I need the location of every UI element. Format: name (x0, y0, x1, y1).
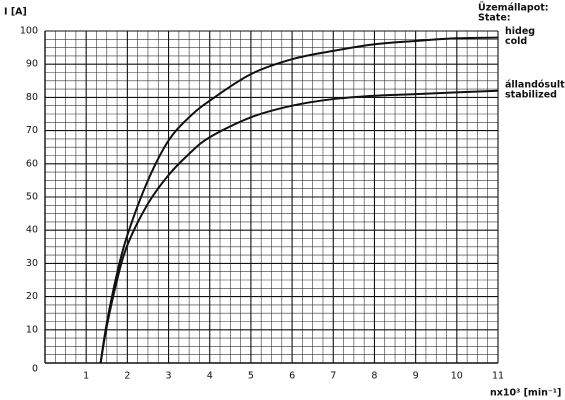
x-tick-label: 8 (371, 371, 377, 382)
y-tick-label: 10 (26, 324, 38, 335)
y-tick-label: 100 (20, 26, 38, 37)
y-axis-label: I [A] (4, 7, 27, 18)
x-axis-label: nx10³ [min⁻¹] (490, 388, 561, 399)
series-line (99, 36, 499, 364)
x-tick-label: 1 (83, 371, 89, 382)
state-label: Üzemállapot: (478, 3, 549, 14)
y-tick-label: 80 (26, 92, 38, 103)
x-tick-label: 2 (124, 371, 130, 382)
x-tick-label: 5 (248, 371, 254, 382)
y-tick-label: 50 (26, 192, 38, 203)
x-tick-label: 7 (330, 371, 336, 382)
x-tick-label: 4 (207, 371, 213, 382)
y-tick-label: 90 (26, 59, 38, 70)
x-tick-label: 11 (492, 371, 504, 382)
x-tick-label: 9 (413, 371, 419, 382)
series-label-en: stabilized (505, 89, 557, 100)
series-label: állandósult (505, 79, 565, 90)
series-label-en: cold (505, 36, 527, 47)
x-tick-label: 6 (289, 371, 295, 382)
y-tick-label: 20 (26, 291, 38, 302)
y-tick-label: 60 (26, 158, 38, 169)
series-label: hideg (505, 26, 535, 37)
series-line (99, 89, 499, 364)
y-tick-label: 30 (26, 258, 38, 269)
x-tick-label: 3 (166, 371, 172, 382)
y-tick-label: 70 (26, 125, 38, 136)
state-label-en: State: (478, 13, 511, 24)
y-tick-label: 0 (32, 364, 38, 375)
y-tick-label: 40 (26, 225, 38, 236)
x-tick-label: 10 (451, 371, 463, 382)
